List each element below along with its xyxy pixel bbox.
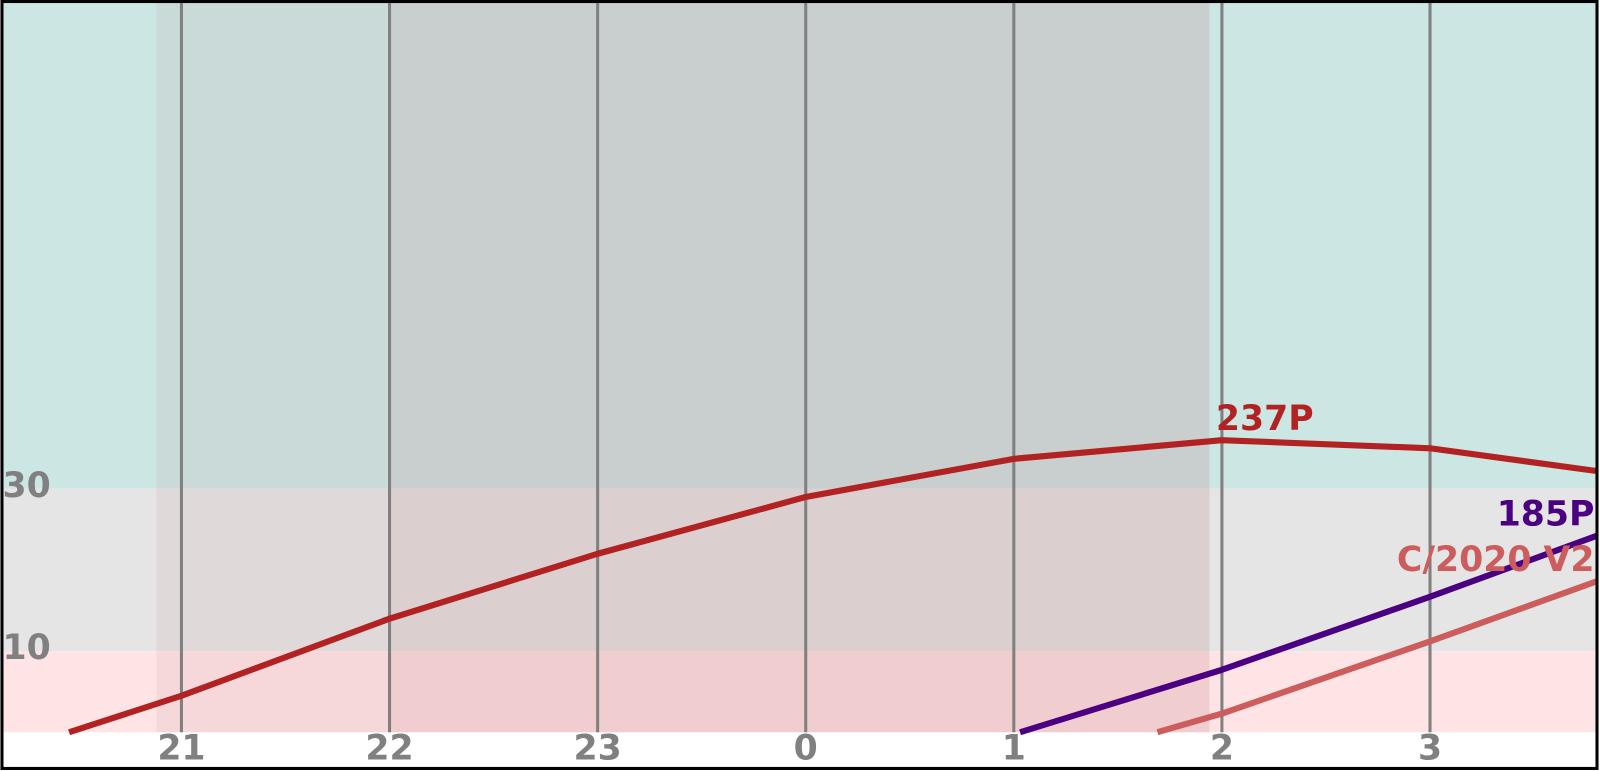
altitude-line xyxy=(1156,578,1598,736)
night-shading xyxy=(156,2,1210,733)
x-tick-label: 1 xyxy=(1002,729,1026,769)
series-label: 237P xyxy=(1216,399,1314,439)
x-tick-label: 2 xyxy=(1210,729,1234,769)
altitude-band xyxy=(2,2,1597,489)
altitude-line xyxy=(68,437,1597,736)
x-tick-label: 21 xyxy=(157,729,205,769)
altitude-line xyxy=(1019,533,1598,736)
x-tick-label: 0 xyxy=(794,729,818,769)
x-tick-label: 22 xyxy=(365,729,413,769)
series-label: 185P xyxy=(1497,495,1595,535)
y-tick-label: 10 xyxy=(2,628,50,668)
altitude-band xyxy=(2,488,1597,652)
x-tick-label: 3 xyxy=(1418,729,1442,769)
night-shading xyxy=(389,2,1210,733)
x-tick-label: 23 xyxy=(574,729,622,769)
series-label: C/2020 V2 xyxy=(1397,540,1595,580)
y-tick-label: 30 xyxy=(2,466,50,506)
